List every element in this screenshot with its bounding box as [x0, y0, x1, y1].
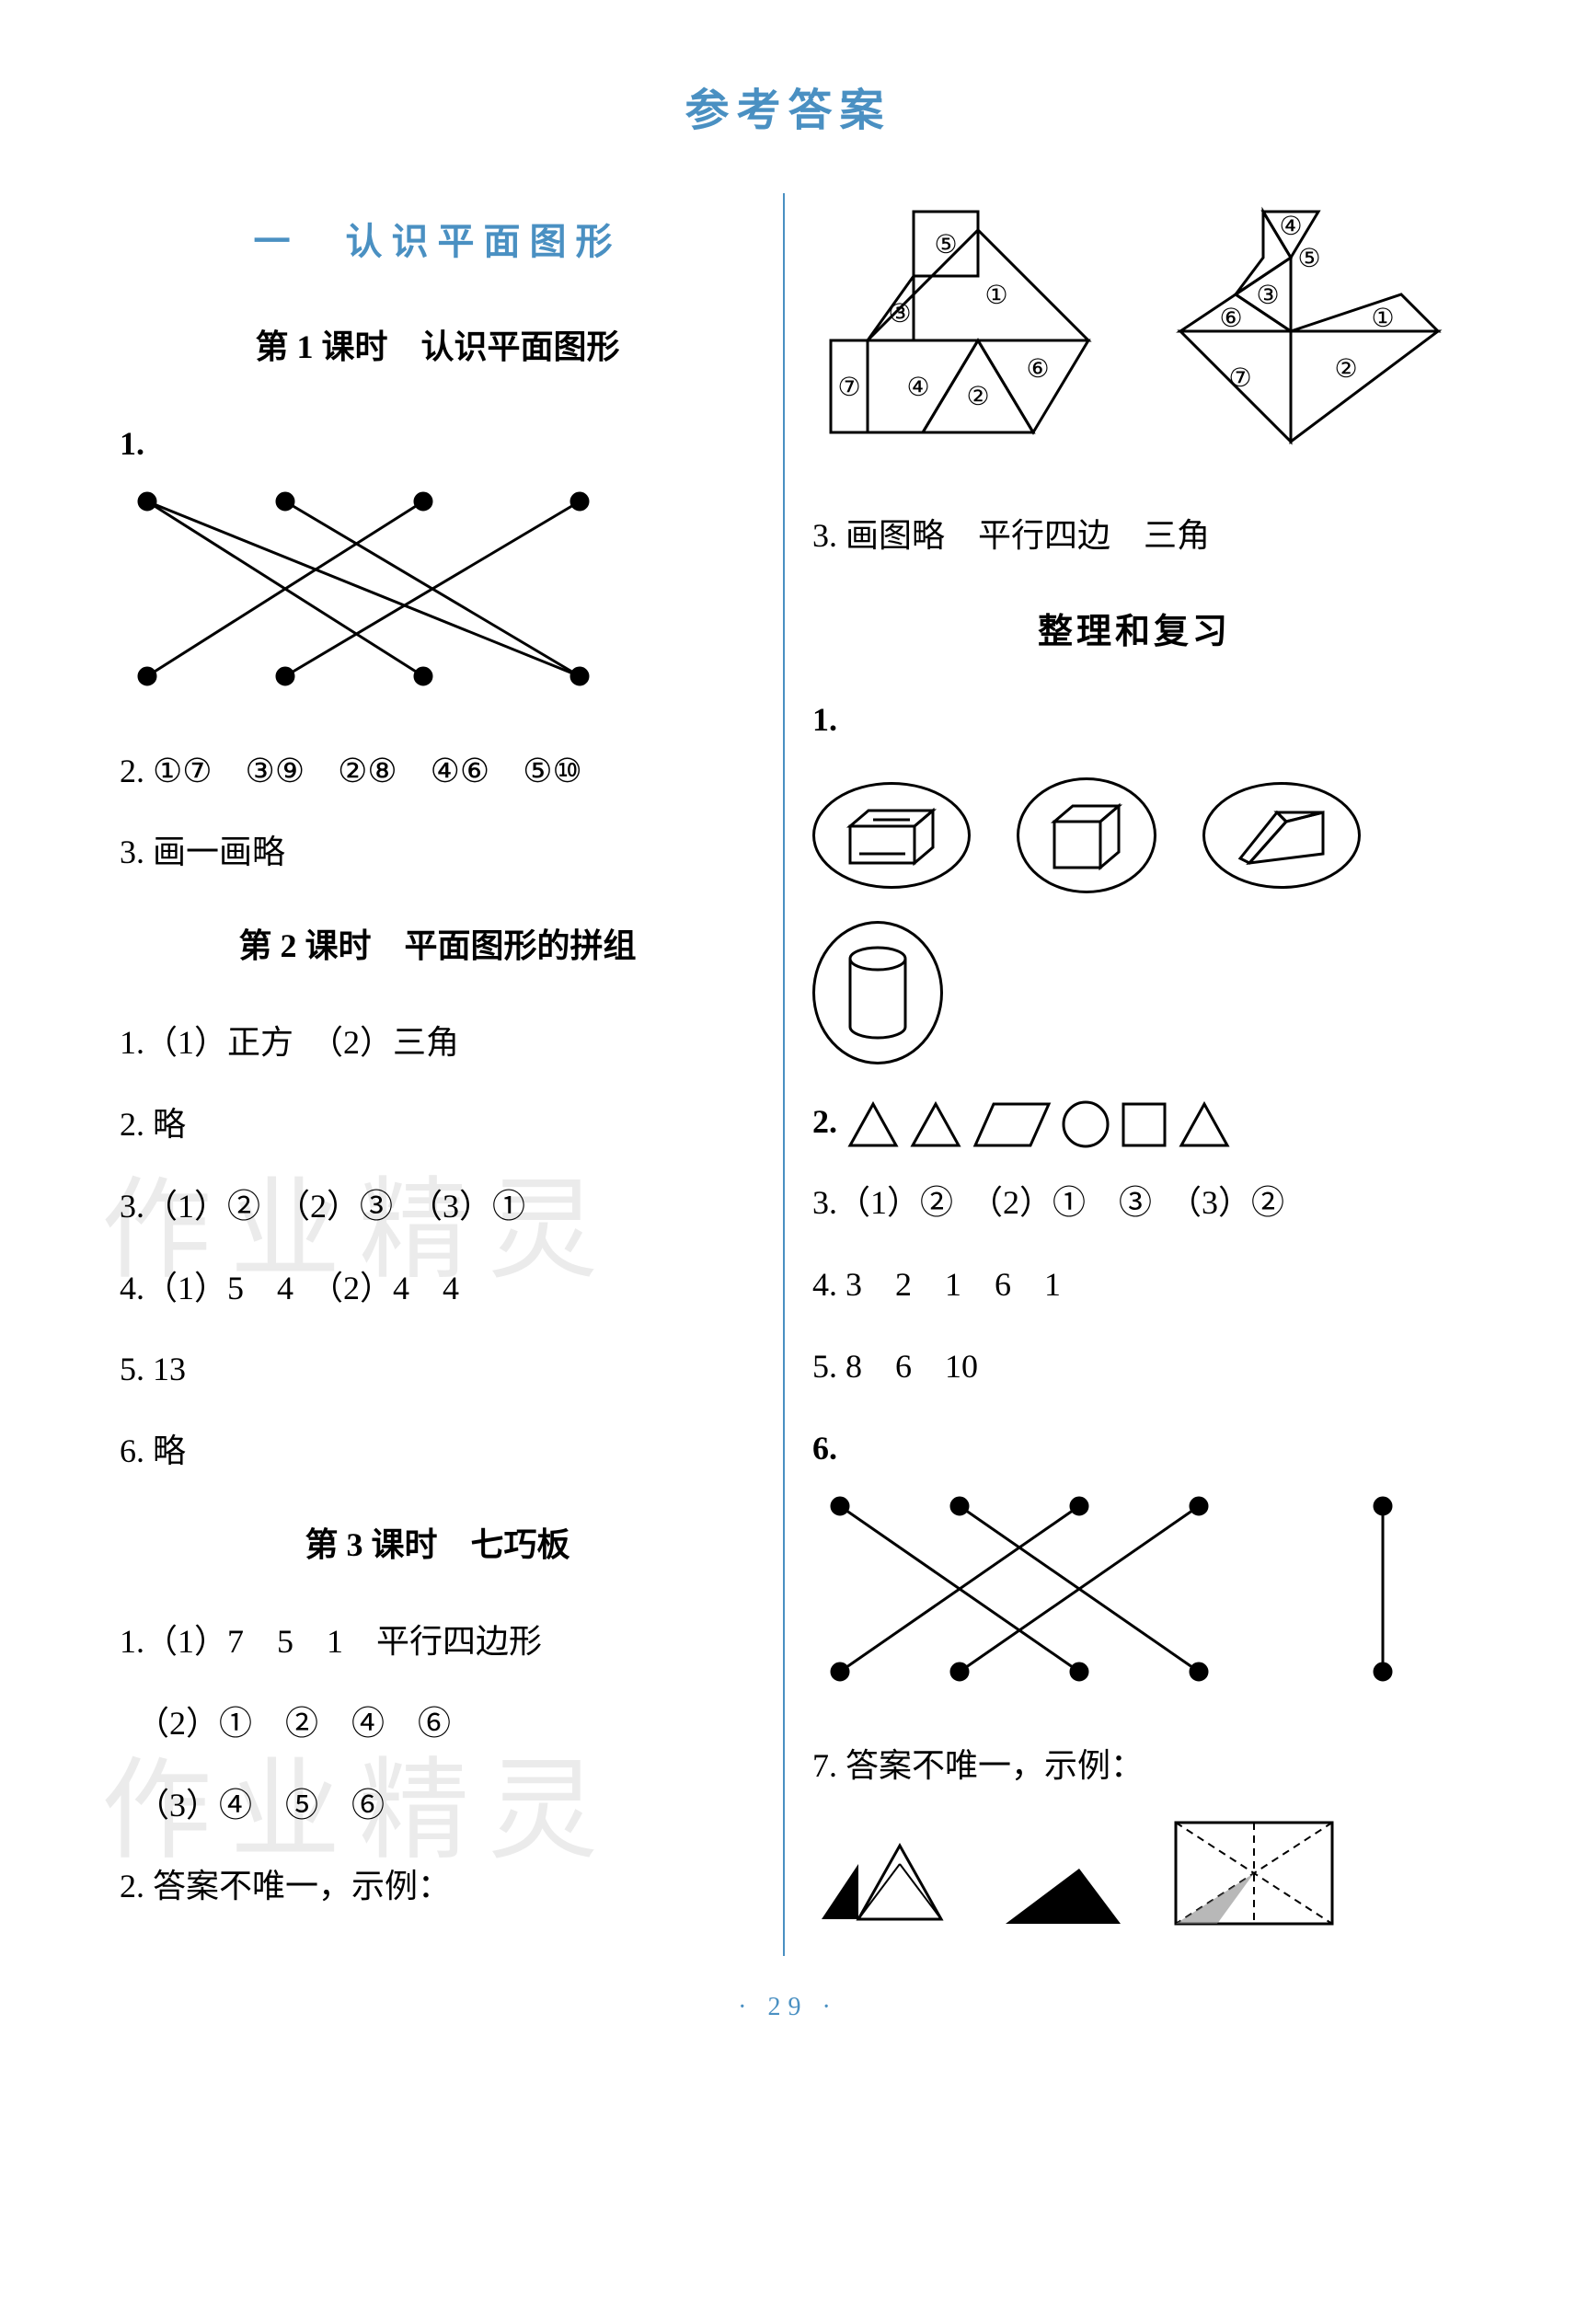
label: ④ — [1279, 213, 1302, 241]
tangram-swan-icon: ④ ⑤ ③ ⑥ ⑦ ② ① — [1144, 202, 1456, 478]
parallelogram-icon — [971, 1099, 1053, 1150]
lesson1-title: 第 1 课时 认识平面图形 — [120, 320, 755, 368]
review-q1: 1. — [812, 690, 1456, 1064]
left-column: 一 认识平面图形 第 1 课时 认识平面图形 1. — [120, 193, 783, 1956]
solids-row — [812, 777, 1456, 893]
lesson2-q2: 2. 略 — [120, 1095, 755, 1155]
label: ⑥ — [1219, 305, 1242, 333]
label: ⑦ — [1228, 364, 1251, 393]
lesson2-q4: 4.（1）5 4 （2）4 4 — [120, 1259, 755, 1318]
lesson3-q1c: （3）④ ⑤ ⑥ — [120, 1776, 755, 1835]
review-section-title: 整理和复习 — [812, 603, 1456, 653]
q1-crossing-diagram — [120, 483, 755, 714]
lesson3-title: 第 3 课时 七巧板 — [120, 1518, 755, 1566]
lesson1-q3: 3. 画一画略 — [120, 823, 755, 882]
label: ① — [1371, 305, 1394, 333]
lesson3-q1b: （2）① ② ④ ⑥ — [120, 1694, 755, 1754]
lesson1-q1: 1. — [120, 414, 755, 714]
triangle-icon — [1177, 1099, 1232, 1150]
label: ③ — [888, 300, 911, 328]
watermark-wrap-1: 作业精灵 3.（1）② （2）③ （3）① 4.（1）5 4 （2）4 4 — [120, 1177, 755, 1318]
q-number: 1. — [812, 701, 837, 738]
content-columns: 一 认识平面图形 第 1 课时 认识平面图形 1. — [120, 193, 1456, 1956]
right-line3: 3. 画图略 平行四边 三角 — [812, 506, 1456, 566]
lesson3-q2: 2. 答案不唯一，示例： — [120, 1857, 755, 1916]
composite-triangle-icon — [812, 1827, 950, 1928]
review-q4: 4. 3 2 1 6 1 — [812, 1255, 1456, 1315]
cylinder-icon — [812, 921, 943, 1064]
square-icon — [1119, 1099, 1169, 1150]
page-number: · 29 · — [120, 1993, 1456, 2022]
q7-shapes — [812, 1818, 1456, 1928]
label: ⑥ — [1026, 355, 1049, 384]
tangram-house-icon: ⑤ ① ③ ⑦ ④ ② ⑥ — [812, 202, 1125, 478]
filled-triangle-icon — [996, 1855, 1125, 1928]
dashed-rect-icon — [1171, 1818, 1337, 1928]
lesson2-q1: 1.（1）正方 （2）三角 — [120, 1013, 755, 1073]
lesson2-q3: 3.（1）② （2）③ （3）① — [120, 1177, 755, 1237]
q6-crossing-diagram — [812, 1488, 1456, 1709]
page: 参考答案 一 认识平面图形 第 1 课时 认识平面图形 1. — [0, 0, 1576, 2059]
page-title: 参考答案 — [120, 74, 1456, 138]
watermark-wrap-2: 作业精灵 （3）④ ⑤ ⑥ 2. 答案不唯一，示例： — [120, 1776, 755, 1917]
lesson3-q1a: 1.（1）7 5 1 平行四边形 — [120, 1612, 755, 1672]
q-number: 1. — [120, 425, 144, 462]
label: ⑤ — [1297, 245, 1320, 273]
label: ⑤ — [934, 231, 957, 259]
chapter-title: 一 认识平面图形 — [120, 212, 755, 265]
q-number: 6. — [812, 1430, 837, 1467]
q-number: 2. — [812, 1103, 837, 1140]
review-q7: 7. 答案不唯一，示例： — [812, 1736, 1456, 1796]
circle-icon — [1061, 1099, 1111, 1150]
review-q5: 5. 8 6 10 — [812, 1337, 1456, 1397]
triangle-icon — [846, 1099, 901, 1150]
review-q6: 6. — [812, 1419, 1456, 1709]
right-column: ⑤ ① ③ ⑦ ④ ② ⑥ — [785, 193, 1456, 1956]
label: ③ — [1256, 282, 1279, 310]
review-q3: 3.（1）② （2）① ③ （3）② — [812, 1173, 1456, 1233]
lesson2-q6: 6. 略 — [120, 1421, 755, 1481]
label: ② — [966, 383, 989, 411]
review-q2: 2. — [812, 1092, 1456, 1152]
flat-shapes-icons — [846, 1099, 1232, 1150]
prism-icon — [1202, 782, 1361, 889]
lesson1-q2: 2. ①⑦ ③⑨ ②⑧ ④⑥ ⑤⑩ — [120, 742, 755, 801]
label: ② — [1334, 355, 1357, 384]
label: ④ — [906, 374, 929, 402]
label: ⑦ — [837, 374, 860, 402]
label: ① — [984, 282, 1007, 310]
cube-icon — [1017, 777, 1156, 893]
triangle-icon — [908, 1099, 963, 1150]
lesson2-q5: 5. 13 — [120, 1340, 755, 1399]
tangram-figures: ⑤ ① ③ ⑦ ④ ② ⑥ — [812, 202, 1456, 478]
solids-row2 — [812, 921, 1456, 1064]
lesson2-title: 第 2 课时 平面图形的拼组 — [120, 919, 755, 967]
cuboid-icon — [812, 782, 971, 889]
